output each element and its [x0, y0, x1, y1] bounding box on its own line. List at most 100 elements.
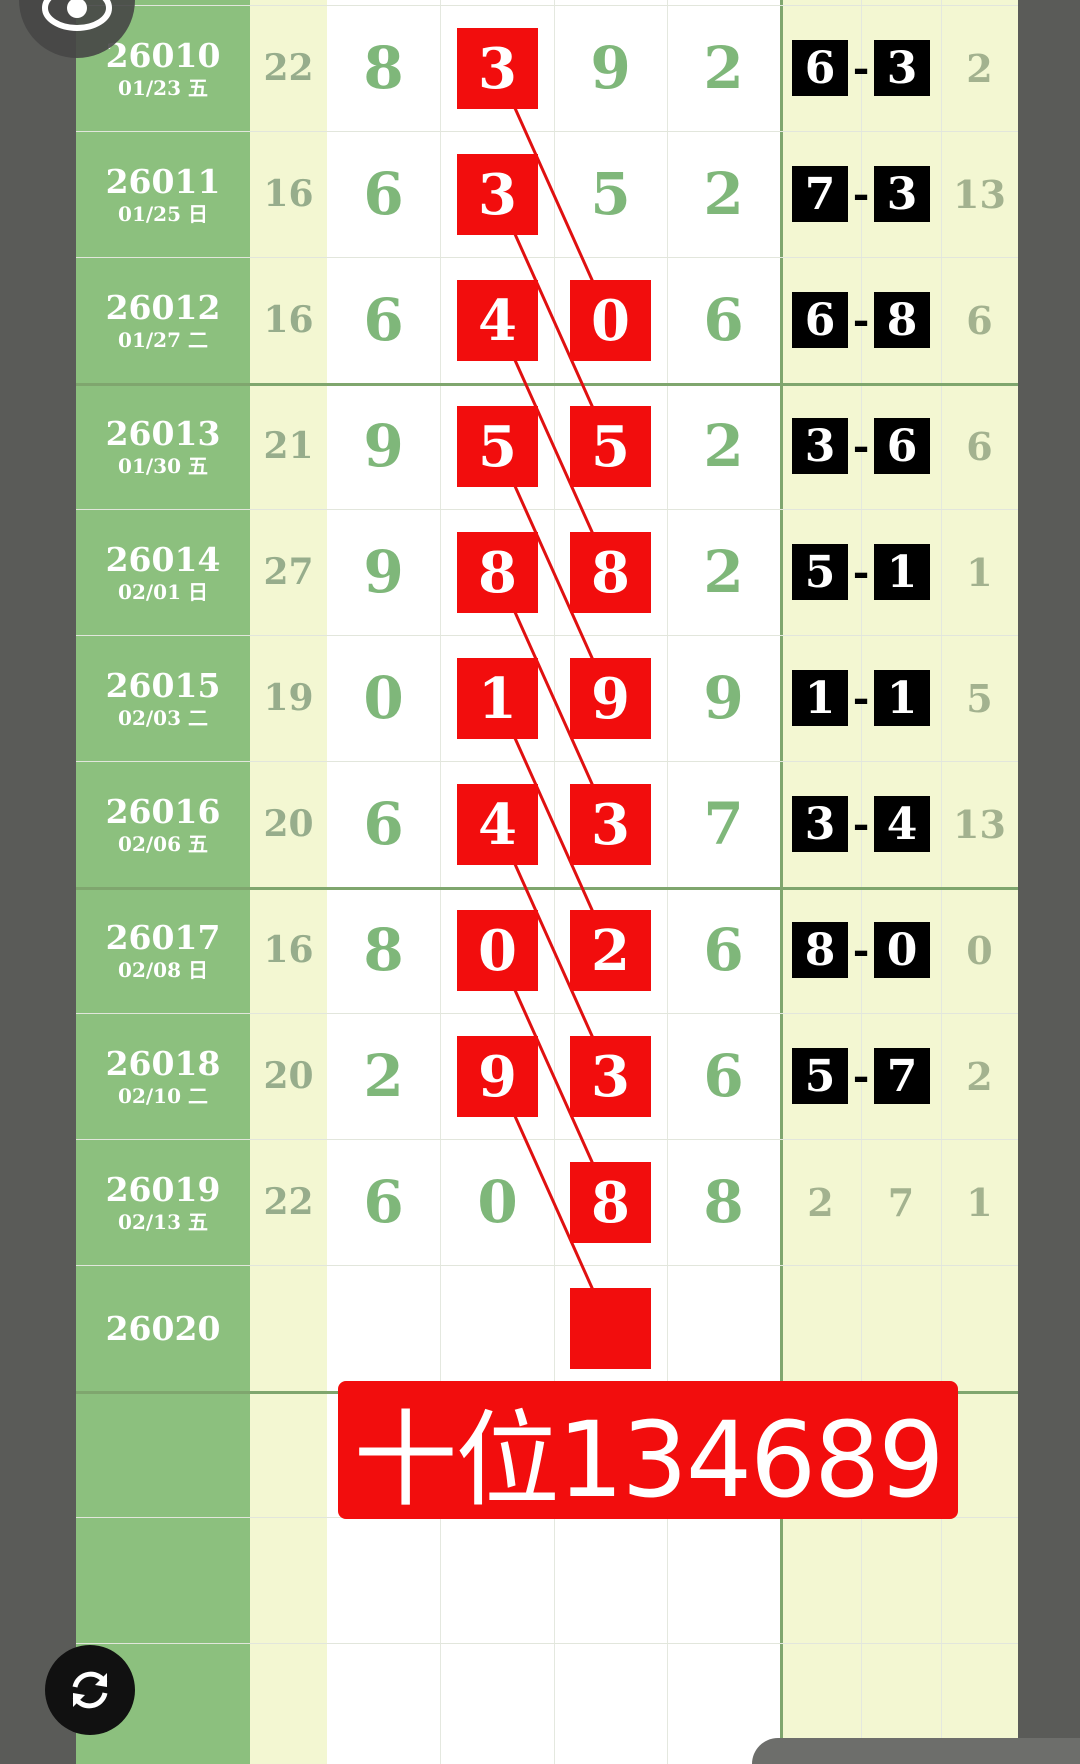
- digit: 0: [363, 664, 404, 732]
- highlighted-digit: 8: [570, 532, 651, 613]
- highlighted-digit: 0: [570, 280, 651, 361]
- highlighted-digit: 0: [457, 910, 538, 991]
- sum-value: 19: [263, 677, 314, 719]
- sum-value: 16: [263, 299, 314, 341]
- digit: 6: [703, 286, 744, 354]
- issue-cell: 26019 02/13 五: [76, 1139, 250, 1265]
- pair-first: 8: [792, 922, 848, 978]
- span-value: 2: [966, 45, 993, 91]
- highlighted-digit: 2: [570, 910, 651, 991]
- draw-date: 02/10 二: [118, 1083, 208, 1108]
- pair-dash: -: [852, 1052, 870, 1100]
- digit: 2: [703, 538, 744, 606]
- highlighted-digit: 3: [457, 28, 538, 109]
- pair-first: 1: [792, 670, 848, 726]
- pair-dash: -: [852, 296, 870, 344]
- column-divider: [667, 0, 668, 1764]
- row-divider: [76, 1265, 1018, 1266]
- pair-cell: 5-7: [790, 1013, 932, 1139]
- trend-line: [495, 319, 612, 573]
- issue-number: 26019: [105, 1169, 221, 1209]
- digit: 8: [363, 916, 404, 984]
- highlighted-digit: 5: [457, 406, 538, 487]
- span-value: 2: [966, 1053, 993, 1099]
- pair-dash: -: [852, 926, 870, 974]
- sum-value: [250, 1265, 327, 1391]
- pair-dash: -: [852, 44, 870, 92]
- row-divider: [76, 257, 1018, 258]
- row-divider: [76, 509, 1018, 510]
- pair-cell: 8-0: [790, 887, 932, 1013]
- span-value: 5: [966, 675, 993, 721]
- sum-value: 27: [263, 551, 314, 593]
- pair-first: 5: [792, 1048, 848, 1104]
- issue-cell: 26010 01/23 五: [76, 5, 250, 131]
- highlighted-digit: 8: [570, 1162, 651, 1243]
- digit: 9: [590, 34, 631, 102]
- digit: 6: [703, 916, 744, 984]
- digit: 6: [363, 1168, 404, 1236]
- sum-value: 22: [263, 1181, 314, 1223]
- sum-value: 16: [263, 929, 314, 971]
- highlighted-digit: 5: [570, 406, 651, 487]
- column-divider: [554, 0, 555, 1764]
- digit: 9: [363, 538, 404, 606]
- pair-cell: 6-3: [790, 5, 932, 131]
- highlighted-digit: 8: [457, 532, 538, 613]
- issue-cell: 26017 02/08 日: [76, 887, 250, 1013]
- highlighted-digit: 1: [457, 658, 538, 739]
- pair-second: 6: [874, 418, 930, 474]
- pair-first: 6: [792, 40, 848, 96]
- pair-second: 8: [874, 292, 930, 348]
- column-divider: [941, 0, 942, 1764]
- eye-icon[interactable]: [19, 0, 135, 58]
- column-divider: [861, 0, 862, 1764]
- pair-second: 7: [874, 1048, 930, 1104]
- pair-second: 3: [874, 166, 930, 222]
- trend-line: [495, 1075, 612, 1329]
- issue-column: [76, 0, 250, 1764]
- draw-date: 02/08 日: [118, 957, 208, 982]
- issue-number: 26010: [105, 35, 221, 75]
- pair-second: 1: [874, 544, 930, 600]
- span-value: 6: [966, 297, 993, 343]
- issue-cell: 26020: [76, 1265, 250, 1391]
- row-divider: [76, 887, 1018, 890]
- pair-cell: 3-6: [790, 383, 932, 509]
- digit: 8: [363, 34, 404, 102]
- pair-cell: 5-1: [790, 509, 932, 635]
- highlighted-digit: 9: [457, 1036, 538, 1117]
- issue-number: 26015: [105, 665, 221, 705]
- issue-cell: 26018 02/10 二: [76, 1013, 250, 1139]
- row-divider: [76, 1139, 1018, 1140]
- overlay-handle[interactable]: [752, 1738, 1080, 1764]
- row-divider: [76, 635, 1018, 636]
- row-divider: [76, 761, 1018, 762]
- digit: 8: [703, 1168, 744, 1236]
- issue-number: 26017: [105, 917, 221, 957]
- issue-number: 26012: [105, 287, 221, 327]
- draw-date: 01/30 五: [118, 453, 208, 478]
- trend-line: [495, 949, 612, 1203]
- trend-line: [495, 571, 612, 825]
- pair-dash: -: [852, 800, 870, 848]
- highlighted-digit: 3: [570, 1036, 651, 1117]
- draw-date: 02/06 五: [118, 831, 208, 856]
- trend-line: [495, 823, 612, 1077]
- digit: 2: [703, 160, 744, 228]
- row-divider: [76, 131, 1018, 132]
- draw-date: 02/01 日: [118, 579, 208, 604]
- pair-first: 3: [792, 796, 848, 852]
- issue-cell: 26014 02/01 日: [76, 509, 250, 635]
- pair-cell: 7-3: [790, 131, 932, 257]
- refresh-icon[interactable]: [45, 1645, 135, 1735]
- pair-cell: 3-4: [790, 761, 932, 887]
- pair-first: 6: [792, 292, 848, 348]
- issue-cell: 26012 01/27 二: [76, 257, 250, 383]
- issue-number: 26018: [105, 1043, 221, 1083]
- highlighted-digit: 4: [457, 280, 538, 361]
- row-divider: [76, 5, 1018, 6]
- draw-date: 01/27 二: [118, 327, 208, 352]
- highlighted-digit: 3: [570, 784, 651, 865]
